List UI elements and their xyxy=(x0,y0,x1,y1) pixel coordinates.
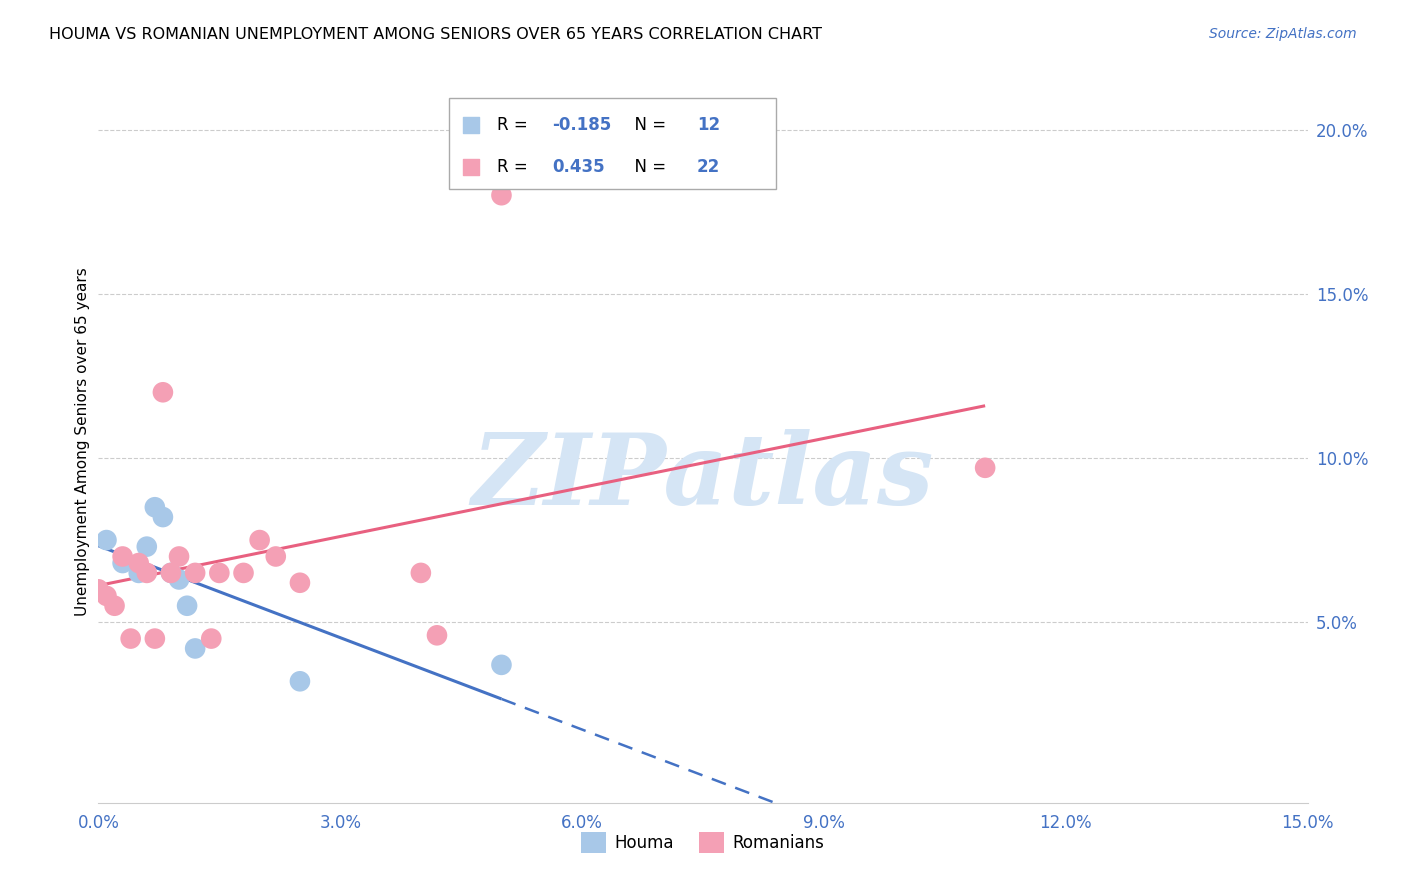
Point xyxy=(167,549,190,564)
Point xyxy=(167,573,190,587)
Point xyxy=(143,632,166,646)
Point xyxy=(264,549,287,564)
Point xyxy=(176,599,198,613)
Legend: Houma, Romanians: Houma, Romanians xyxy=(575,826,831,860)
Text: 0.435: 0.435 xyxy=(551,158,605,176)
Point xyxy=(111,556,134,570)
Text: 12: 12 xyxy=(697,116,720,134)
Point xyxy=(120,632,142,646)
Text: -0.185: -0.185 xyxy=(551,116,612,134)
Text: N =: N = xyxy=(624,116,672,134)
Point xyxy=(96,589,118,603)
Point xyxy=(288,575,311,590)
Text: R =: R = xyxy=(498,158,533,176)
Point xyxy=(152,510,174,524)
Point xyxy=(249,533,271,547)
Point xyxy=(96,533,118,547)
Point xyxy=(152,385,174,400)
Point xyxy=(111,549,134,564)
Point xyxy=(128,566,150,580)
Point xyxy=(143,500,166,515)
Text: 22: 22 xyxy=(697,158,720,176)
Point xyxy=(135,540,157,554)
Point xyxy=(409,566,432,580)
Text: ZIPatlas: ZIPatlas xyxy=(472,429,934,526)
Point xyxy=(160,566,183,580)
Point xyxy=(232,566,254,580)
Text: R =: R = xyxy=(498,116,533,134)
Point xyxy=(128,556,150,570)
Point xyxy=(135,566,157,580)
Text: Source: ZipAtlas.com: Source: ZipAtlas.com xyxy=(1209,27,1357,41)
Point xyxy=(160,566,183,580)
Point xyxy=(491,657,513,672)
Point xyxy=(200,632,222,646)
Point xyxy=(208,566,231,580)
Point xyxy=(426,628,449,642)
Text: N =: N = xyxy=(624,158,672,176)
Text: HOUMA VS ROMANIAN UNEMPLOYMENT AMONG SENIORS OVER 65 YEARS CORRELATION CHART: HOUMA VS ROMANIAN UNEMPLOYMENT AMONG SEN… xyxy=(49,27,823,42)
Point xyxy=(974,460,997,475)
Point xyxy=(184,641,207,656)
Y-axis label: Unemployment Among Seniors over 65 years: Unemployment Among Seniors over 65 years xyxy=(75,268,90,615)
Point xyxy=(491,188,513,202)
Point xyxy=(87,582,110,597)
Point xyxy=(288,674,311,689)
FancyBboxPatch shape xyxy=(449,98,776,189)
Point xyxy=(184,566,207,580)
Point xyxy=(103,599,125,613)
